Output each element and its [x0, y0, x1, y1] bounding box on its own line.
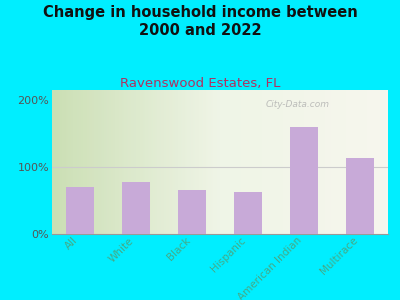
Bar [66, 187, 94, 234]
Bar [290, 127, 318, 234]
Bar [122, 182, 150, 234]
Text: Change in household income between
2000 and 2022: Change in household income between 2000 … [43, 4, 357, 38]
Bar [346, 158, 374, 234]
Bar [234, 192, 262, 234]
Bar [178, 190, 206, 234]
Text: Ravenswood Estates, FL: Ravenswood Estates, FL [120, 76, 280, 89]
Text: City-Data.com: City-Data.com [265, 100, 329, 109]
